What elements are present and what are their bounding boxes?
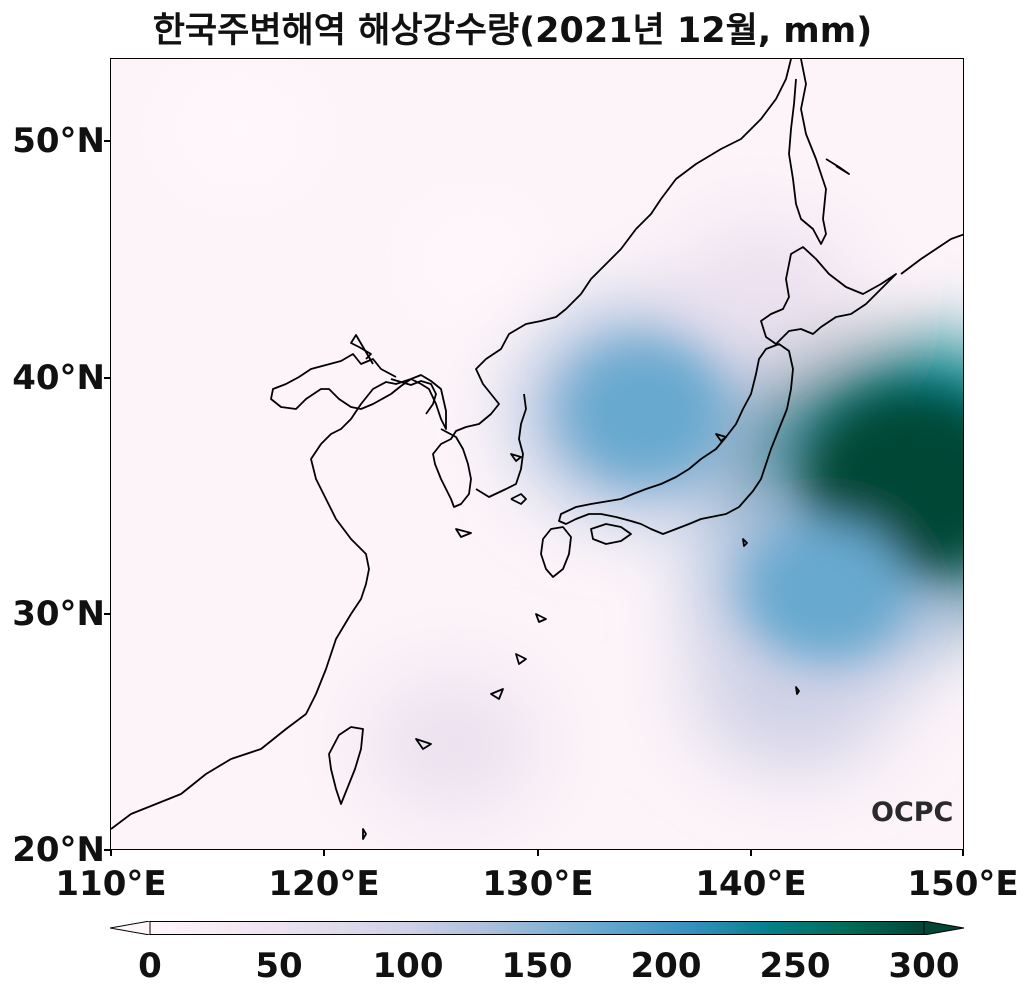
x-tick-label: 120°E [268,864,380,904]
y-tickmark [104,613,110,615]
colorbar-tick-label: 250 [759,946,831,986]
x-tick-label: 130°E [482,864,594,904]
colorbar-tick-label: 100 [372,946,444,986]
y-tick-label: 20°N [12,830,105,870]
y-tick-label: 50°N [12,121,105,161]
x-tick-label: 150°E [907,864,1019,904]
precipitation-map: OCPC [110,58,964,850]
colorbar-tick-label: 300 [888,946,960,986]
precipitation-core [564,342,963,663]
x-tickmark [323,850,325,856]
colorbar-max-arrow [923,920,965,936]
y-tickmark [104,377,110,379]
precip-region-halo [409,205,539,314]
y-tick-label: 40°N [12,358,105,398]
map-title: 한국주변해역 해상강수량(2021년 12월, mm) [152,11,873,51]
precip-region-halo [165,68,313,191]
precip-region-core [564,342,725,481]
ocpc-logo: OCPC [871,797,954,828]
y-tickmark [104,140,110,142]
colorbar-tick-label: 50 [255,946,303,986]
colorbar-tick-label: 0 [138,946,162,986]
coastlines [111,59,963,840]
x-tickmark [110,850,112,856]
colorbar-gradient [149,921,925,935]
y-tick-label: 30°N [12,594,105,634]
colorbar-tick-label: 200 [630,946,702,986]
y-tickmark [104,849,110,851]
colorbar-tick-label: 150 [501,946,573,986]
x-tick-label: 110°E [55,864,167,904]
x-tickmark [537,850,539,856]
precip-region-core [743,519,909,663]
precip-region-halo [667,216,857,374]
x-tickmark [750,850,752,856]
x-tickmark [962,850,964,856]
x-tick-label: 140°E [695,864,807,904]
colorbar-min-arrow [109,920,151,936]
colorbar [109,920,965,936]
precip-region-halo [362,669,543,820]
precipitation-field [165,68,963,820]
